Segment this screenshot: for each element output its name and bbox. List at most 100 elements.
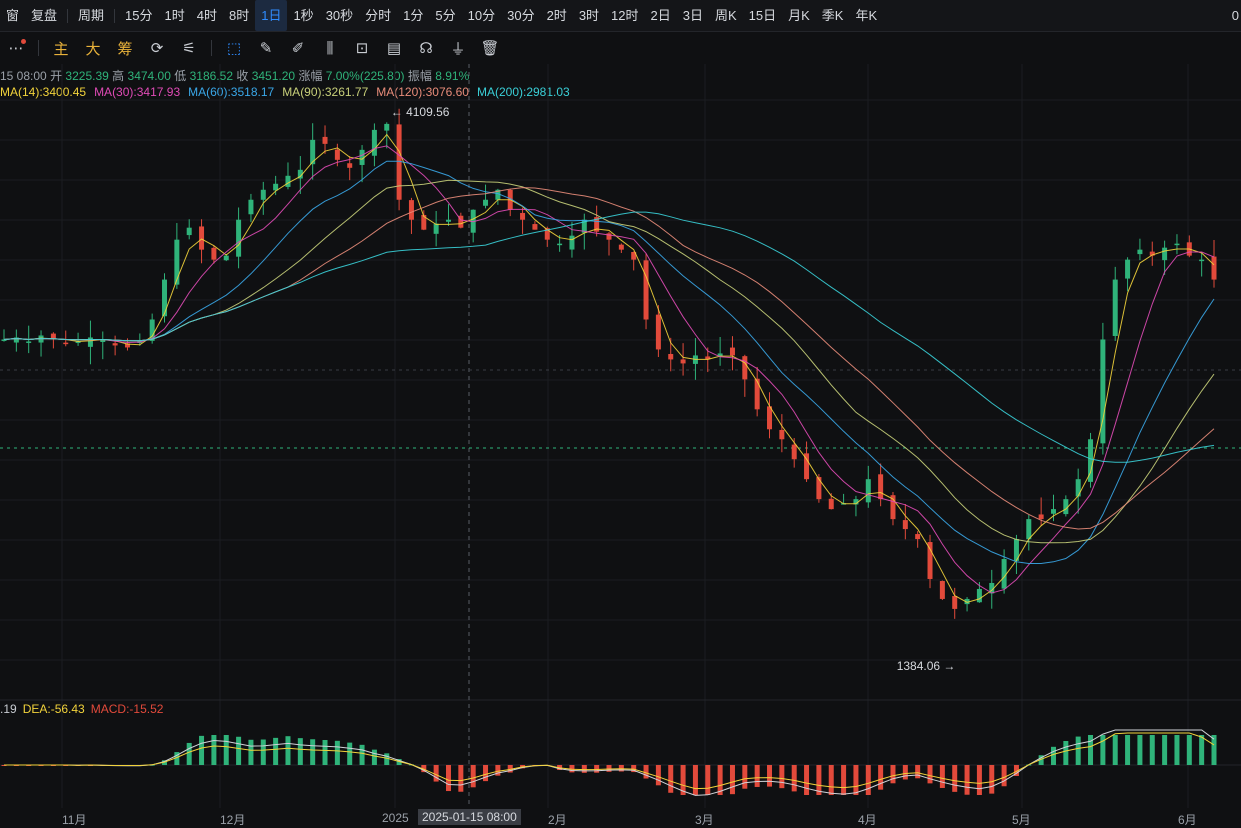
candle-body	[655, 314, 661, 350]
more-icon[interactable]: ⋯	[8, 40, 24, 57]
macd-bar	[915, 765, 921, 779]
period-18[interactable]: 2日	[650, 8, 671, 23]
macd-dif-line	[4, 729, 1215, 796]
period-23[interactable]: 季K	[821, 8, 844, 23]
macd-bar	[1162, 735, 1168, 765]
period-5[interactable]: 4时	[196, 8, 217, 23]
period-12[interactable]: 5分	[435, 8, 456, 23]
period-22[interactable]: 月K	[788, 8, 810, 23]
ma-line	[3, 133, 1215, 603]
ma-line	[3, 211, 1215, 463]
macd-legend: .19 DEA:-56.43 MACD:-15.52	[0, 702, 169, 716]
macd-legend-item: DEA:-56.43	[22, 702, 85, 716]
candle-body	[1050, 509, 1056, 514]
period-17[interactable]: 12时	[611, 8, 639, 23]
macd-bar	[507, 765, 513, 773]
candle-body	[804, 453, 810, 480]
period-21[interactable]: 15日	[748, 8, 777, 23]
period-3[interactable]: 15分	[125, 8, 153, 23]
candle-body	[223, 255, 229, 261]
macd-bar	[902, 765, 908, 780]
period-1[interactable]: 复盘	[31, 8, 58, 23]
magnet-icon[interactable]: ☊	[419, 40, 433, 57]
candle-body	[248, 199, 254, 215]
divider	[67, 8, 69, 23]
ruler-icon[interactable]: ✎	[259, 40, 273, 57]
period-11[interactable]: 1分	[403, 8, 424, 23]
macd-legend-item: MACD:-15.52	[90, 702, 164, 716]
candle-body	[260, 189, 266, 200]
divider	[114, 8, 116, 23]
macd-bar	[618, 765, 624, 772]
period-10[interactable]: 分时	[365, 8, 392, 23]
candle-body	[520, 212, 526, 220]
filter-icon[interactable]: ⏚	[450, 40, 466, 58]
close-label: 收	[236, 69, 249, 83]
macd-bar	[976, 765, 982, 795]
candle-body	[495, 189, 501, 200]
select-tool-icon[interactable]: ⬚	[226, 40, 242, 57]
indicator-chip-button[interactable]: 筹	[117, 40, 133, 58]
candle-body	[1211, 256, 1217, 280]
period-4[interactable]: 1时	[164, 8, 185, 23]
period-19[interactable]: 3日	[682, 8, 703, 23]
period-24[interactable]: 年K	[855, 8, 878, 23]
candle-body	[544, 228, 550, 240]
period-16[interactable]: 3时	[578, 8, 600, 23]
lock-icon[interactable]: ⊡	[355, 40, 369, 57]
low-annotation: 1384.06 →	[897, 659, 956, 673]
period-2[interactable]: 周期	[78, 8, 105, 23]
candle-body	[421, 214, 427, 230]
candle-body	[865, 479, 871, 503]
time-axis-label: 4月	[858, 813, 877, 827]
ma-legend-item: MA(14):3400.45	[0, 85, 87, 99]
candle-body	[581, 219, 587, 233]
candle-body	[1100, 339, 1106, 444]
period-15[interactable]: 2时	[546, 8, 567, 23]
indicator-big-button[interactable]: 大	[85, 40, 101, 58]
macd-bar	[285, 736, 291, 765]
macd-bar	[804, 765, 810, 795]
period-7[interactable]: 1日	[255, 0, 288, 31]
period-0[interactable]: 窗	[6, 8, 20, 23]
magic-wand-icon[interactable]: ⚟	[182, 40, 196, 57]
candle-body	[236, 219, 242, 257]
macd-bar	[1199, 735, 1205, 765]
ma-legend-item: MA(90):3261.77	[282, 85, 369, 99]
candle-body	[13, 337, 19, 343]
candle-body	[729, 347, 735, 356]
period-toolbar: 窗复盘 周期 15分 1时 4时 8时 1日 1秒 30秒 分时 1分 5分 10分 30分 2时 3时 12时…	[0, 0, 1241, 32]
candle-body	[828, 498, 834, 510]
period-13[interactable]: 10分	[467, 8, 496, 23]
period-9[interactable]: 30秒	[325, 8, 354, 23]
trash-icon[interactable]: 🗑	[480, 40, 500, 57]
macd-bar	[421, 765, 427, 773]
open-value: 3225.39	[65, 69, 109, 83]
period-6[interactable]: 8时	[228, 8, 250, 23]
low-label: 低	[174, 69, 187, 83]
macd-bar	[1038, 755, 1044, 765]
period-8[interactable]: 1秒	[293, 8, 314, 23]
candle-body	[717, 353, 723, 356]
macd-bar	[186, 742, 192, 765]
macd-bar	[1063, 741, 1069, 765]
macd-dea-line	[4, 732, 1215, 790]
macd-bar	[1211, 735, 1217, 765]
candle-body	[26, 341, 32, 343]
macd-bar	[1174, 735, 1180, 765]
candles-icon[interactable]: ⫼	[326, 39, 334, 57]
macd-bar	[989, 765, 995, 794]
low-value: 3186.52	[189, 69, 233, 83]
change-label: 涨幅	[298, 69, 323, 83]
edit-icon[interactable]: ▤	[386, 40, 402, 57]
pen-icon[interactable]: ✐	[291, 40, 305, 57]
indicator-main-button[interactable]: 主	[53, 40, 69, 58]
refresh-icon[interactable]: ⟳	[150, 40, 164, 57]
candle-body	[1063, 499, 1069, 515]
candle-body	[976, 588, 982, 603]
candle-body	[112, 343, 118, 346]
macd-bar	[297, 738, 303, 765]
period-14[interactable]: 30分	[507, 8, 535, 23]
period-20[interactable]: 周K	[714, 8, 737, 23]
